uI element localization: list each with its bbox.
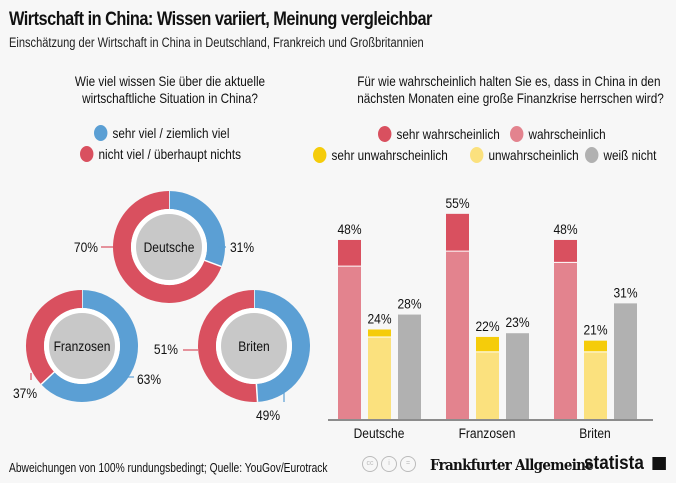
x-tick-label: Briten <box>579 425 610 441</box>
legend-item: weiß nicht <box>585 147 656 163</box>
bar-segment <box>614 303 637 419</box>
legend-dot <box>313 147 327 163</box>
statista-logo: statista <box>584 453 666 475</box>
donut-separator <box>204 259 222 268</box>
legend-label: nicht viel / überhaupt nichts <box>98 146 241 162</box>
bar-segment <box>584 340 607 352</box>
donut-value-label: 49% <box>256 407 280 423</box>
bar-segment <box>584 351 607 419</box>
donut-value-label: 51% <box>154 341 178 357</box>
bar-value-label: 28% <box>397 296 421 312</box>
legend-item: unwahrscheinlich <box>470 147 579 163</box>
donut-slice <box>26 290 83 385</box>
legend-label: sehr viel / ziemlich viel <box>112 125 230 141</box>
faz-logo: Frankfurter Allgemeine <box>430 456 594 474</box>
legend-dot <box>585 147 599 163</box>
page-subtitle: Einschätzung der Wirtschaft in China in … <box>9 35 424 50</box>
donut-center-label: Franzosen <box>54 338 111 354</box>
bar-segment <box>446 213 469 252</box>
legend-label: wahrscheinlich <box>528 126 606 142</box>
donut-slice <box>198 290 258 402</box>
bar-value-label: 23% <box>505 314 529 330</box>
donut-slice <box>113 191 222 303</box>
donut-center <box>49 313 115 379</box>
bar-segment <box>368 329 391 337</box>
bar-value-label: 22% <box>475 318 499 334</box>
nd-icon: = <box>400 456 416 472</box>
statista-icon <box>652 457 666 470</box>
legend-item: sehr wahrscheinlich <box>378 126 500 142</box>
donut-slice <box>168 191 225 267</box>
bar-value-label: 48% <box>553 221 577 237</box>
bar-segment <box>554 262 577 419</box>
donut-question-line1: Wie viel wissen Sie über die aktuelle <box>74 73 266 89</box>
legend-dot <box>378 126 392 142</box>
donut-slice <box>253 290 310 402</box>
bar-segment <box>338 266 361 419</box>
bar-value-label: 55% <box>445 195 469 211</box>
bar-question-line1: Für wie wahrscheinlich halten Sie es, da… <box>357 73 661 89</box>
bar-segment <box>398 314 421 419</box>
donut-separator <box>255 383 259 402</box>
bar-segment <box>554 239 577 263</box>
donut-center <box>136 214 202 280</box>
donut-center <box>221 313 287 379</box>
legend-dot <box>94 125 108 141</box>
bar-value-label: 48% <box>337 221 361 237</box>
donut-separator <box>40 371 55 385</box>
legend-item: nicht viel / überhaupt nichts <box>80 146 241 162</box>
legend-label: sehr wahrscheinlich <box>396 126 500 142</box>
legend-label: sehr unwahrscheinlich <box>331 147 448 163</box>
donut-value-label: 63% <box>137 371 161 387</box>
source-note: Abweichungen von 100% rundungsbedingt; Q… <box>9 461 328 475</box>
legend-dot <box>80 146 94 162</box>
bar-segment <box>506 333 529 419</box>
bar-segment <box>368 336 391 419</box>
donut-question: Wie viel wissen Sie über die aktuelle wi… <box>61 73 279 107</box>
donut-value-label: 31% <box>230 239 254 255</box>
page-title: Wirtschaft in China: Wissen variiert, Me… <box>9 9 432 30</box>
donut-center-label: Deutsche <box>144 239 195 255</box>
legend-label: weiß nicht <box>603 147 657 163</box>
donut-slice <box>41 290 138 402</box>
legend-item: wahrscheinlich <box>510 126 606 142</box>
bar-value-label: 21% <box>583 322 607 338</box>
bar-value-label: 31% <box>613 285 637 301</box>
donut-value-label: 37% <box>13 385 37 401</box>
bar-segment <box>338 239 361 267</box>
legend-dot <box>470 147 484 163</box>
bar-question-line2: nächsten Monaten eine große Finanzkrise … <box>357 90 664 106</box>
legend-item: sehr unwahrscheinlich <box>313 147 448 163</box>
bar-segment <box>476 351 499 419</box>
x-tick-label: Deutsche <box>354 425 405 441</box>
bar-question: Für wie wahrscheinlich halten Sie es, da… <box>357 73 664 107</box>
donut-question-line2: wirtschaftliche Situation in China? <box>82 90 258 106</box>
bar-segment <box>446 251 469 419</box>
legend-dot <box>510 126 524 142</box>
legend-label: unwahrscheinlich <box>488 147 579 163</box>
x-tick-label: Franzosen <box>459 425 516 441</box>
donut-center-label: Briten <box>238 338 269 354</box>
cc-icon: cc <box>362 456 378 472</box>
by-icon: i <box>381 456 397 472</box>
bar-value-label: 24% <box>367 311 391 327</box>
bar-segment <box>476 336 499 352</box>
legend-item: sehr viel / ziemlich viel <box>94 125 229 141</box>
statista-wordmark: statista <box>584 453 644 474</box>
donut-value-label: 70% <box>74 239 98 255</box>
